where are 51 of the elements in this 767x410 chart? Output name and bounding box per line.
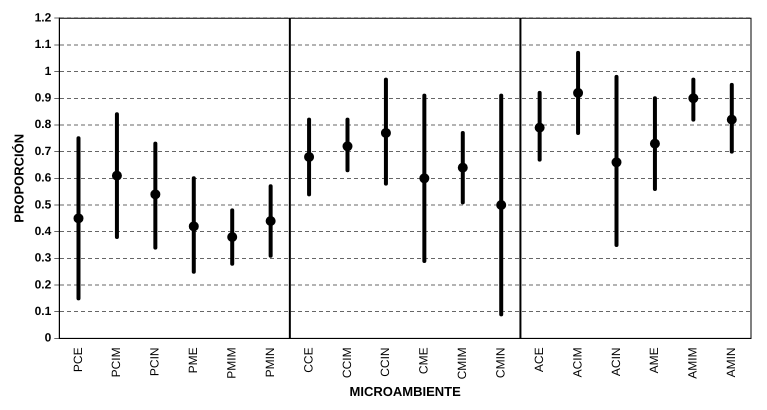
y-tick-label: 1.1 [34, 37, 52, 52]
point [458, 162, 468, 173]
y-tick-label: 0.9 [34, 90, 52, 105]
y-tick-label: 0.3 [34, 250, 52, 265]
point [188, 221, 199, 232]
x-tick-label: ACIM [570, 347, 584, 378]
x-tick-label: CCE [301, 347, 316, 373]
point [688, 93, 698, 104]
point [573, 88, 584, 98]
x-tick-label: AME [647, 347, 662, 374]
x-axis-title: MICROAMBIENTE [350, 384, 462, 399]
y-tick-label: 0.2 [34, 277, 52, 292]
point [419, 173, 430, 184]
y-tick-label: 0.1 [34, 304, 52, 318]
x-tick-label: PCIN [148, 347, 162, 376]
x-tick-label: PMIN [262, 347, 277, 378]
point [380, 128, 391, 138]
y-tick-label: 1 [44, 64, 52, 78]
y-tick-label: 0 [44, 330, 52, 345]
y-tick-label: 0.6 [34, 170, 52, 185]
point [266, 216, 276, 226]
point [73, 213, 84, 224]
x-tick-label: ACE [532, 347, 546, 372]
point [342, 141, 352, 152]
point [227, 232, 238, 242]
point [612, 157, 622, 168]
y-tick-label: 1.2 [34, 10, 52, 25]
x-tick-label: CCIM [340, 347, 354, 378]
x-tick-label: CMIN [494, 347, 508, 378]
y-axis-title: PROPORCIÓN [11, 134, 26, 223]
point [726, 114, 737, 125]
point [650, 138, 660, 149]
y-tick-label: 0.8 [34, 117, 52, 132]
y-tick-label: 0.7 [34, 144, 52, 158]
y-tick-label: 0.5 [34, 197, 52, 212]
x-tick-label: PCIM [109, 347, 124, 378]
x-tick-label: CMIM [455, 347, 470, 380]
x-tick-label: PCE [70, 347, 85, 372]
point [150, 189, 160, 200]
x-tick-label: AMIM [686, 347, 700, 379]
x-tick-label: ACIN [608, 347, 623, 376]
x-tick-label: AMIN [724, 347, 738, 378]
x-tick-label: PMIM [224, 347, 239, 379]
x-tick-label: PME [186, 347, 200, 374]
point [534, 122, 545, 133]
point [496, 200, 506, 210]
x-tick-label: CCIN [378, 347, 392, 377]
x-tick-label: CME [416, 347, 431, 374]
point [112, 170, 122, 181]
y-tick-label: 0.4 [34, 224, 52, 238]
point [304, 152, 314, 162]
